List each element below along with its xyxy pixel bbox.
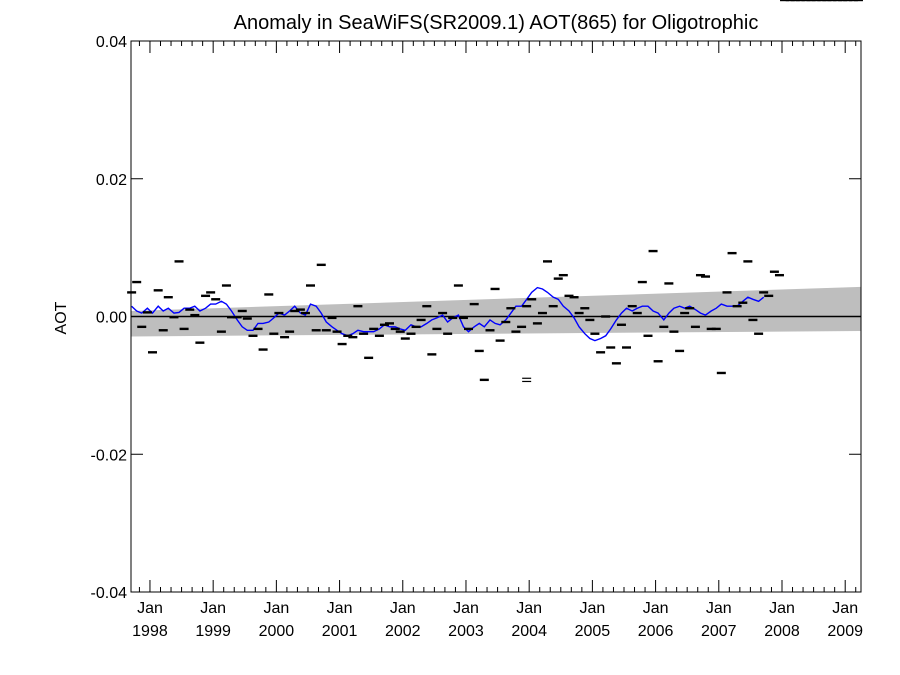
x-tick-year-label: 2000	[259, 623, 295, 640]
x-tick-month-label: Jan	[390, 600, 416, 617]
x-tick-year-label: 2004	[511, 623, 547, 640]
x-tick-month-label: Jan	[769, 600, 795, 617]
x-tick-year-label: 2007	[701, 623, 737, 640]
monthly-anomaly-layer	[127, 0, 863, 383]
x-tick-month-label: Jan	[327, 600, 353, 617]
y-tick-label: 0.00	[96, 310, 127, 327]
x-tick-year-label: 2006	[638, 623, 674, 640]
x-tick-year-label: 2001	[322, 623, 358, 640]
x-tick-month-label: Jan	[453, 600, 479, 617]
y-tick-label: 0.04	[96, 34, 127, 51]
y-tick-label: -0.02	[91, 447, 128, 464]
x-tick-month-label: Jan	[643, 600, 669, 617]
x-tick-month-label: Jan	[263, 600, 289, 617]
running-mean-line	[131, 286, 765, 342]
x-tick-year-label: 1999	[195, 623, 231, 640]
chart-title: Anomaly in SeaWiFS(SR2009.1) AOT(865) fo…	[234, 12, 759, 34]
x-tick-month-label: Jan	[516, 600, 542, 617]
axes-layer: -0.04 -0.02 0.00 0.02 0.04 Jan 1998 Jan 1999 Jan 2…	[91, 34, 864, 640]
trend-confidence-band	[131, 286, 861, 337]
x-tick-year-label: 2009	[827, 623, 863, 640]
x-tick-year-label: 2002	[385, 623, 421, 640]
y-tick-label: 0.02	[96, 172, 127, 189]
x-tick-year-label: 2003	[448, 623, 484, 640]
x-tick-month-label: Jan	[832, 600, 858, 617]
x-tick-year-label: 2008	[764, 623, 800, 640]
x-tick-year-label: 1998	[132, 623, 168, 640]
x-tick-month-label: Jan	[200, 600, 226, 617]
trend-band-layer	[131, 286, 861, 337]
y-axis-label: AOT	[53, 301, 70, 334]
x-tick-year-label: 2005	[575, 623, 611, 640]
x-tick-month-label: Jan	[579, 600, 605, 617]
running-mean-layer	[131, 286, 765, 342]
x-tick-month-label: Jan	[706, 600, 732, 617]
y-tick-label: -0.04	[91, 585, 128, 602]
x-tick-month-label: Jan	[137, 600, 163, 617]
